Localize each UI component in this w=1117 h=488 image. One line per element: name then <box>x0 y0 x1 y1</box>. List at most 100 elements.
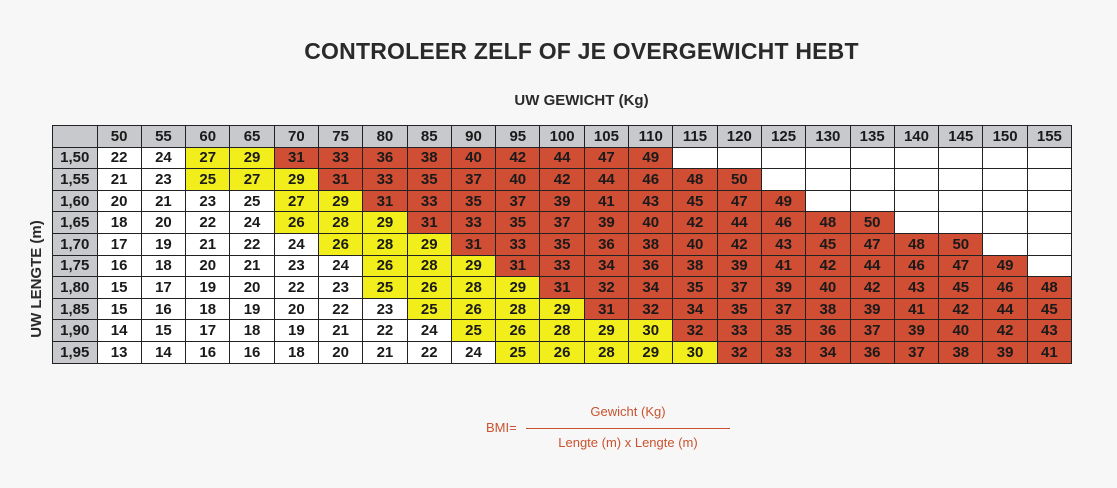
bmi-cell: 31 <box>583 297 630 321</box>
bmi-cell: 44 <box>982 297 1028 321</box>
bmi-cell: 38 <box>805 297 851 321</box>
empty-cell <box>982 146 1028 170</box>
weight-header-cell: 75 <box>317 125 364 148</box>
bmi-cell: 36 <box>628 254 674 278</box>
weight-header-cell: 105 <box>583 125 630 148</box>
empty-cell <box>805 189 851 213</box>
bmi-cell: 35 <box>450 189 497 213</box>
bmi-cell: 37 <box>539 211 585 234</box>
bmi-cell: 14 <box>96 319 142 342</box>
bmi-cell: 19 <box>185 276 231 299</box>
bmi-cell: 32 <box>628 297 674 321</box>
height-row-header: 1,50 <box>52 146 98 170</box>
empty-cell <box>716 146 762 170</box>
bmi-cell: 29 <box>495 276 541 299</box>
empty-cell <box>1026 189 1073 213</box>
bmi-cell: 22 <box>273 276 319 299</box>
bmi-cell: 16 <box>185 340 231 364</box>
bmi-cell: 23 <box>362 297 408 321</box>
bmi-cell: 39 <box>982 340 1028 364</box>
weight-header-cell: 95 <box>495 125 541 148</box>
bmi-cell: 26 <box>362 254 408 278</box>
bmi-cell: 41 <box>1026 340 1073 364</box>
table-row: 1,80 15 17 19 20 22 23 25 26 28 29 31 32 34 35 37 39 40 42… <box>52 276 1073 299</box>
bmi-cell: 40 <box>628 211 674 234</box>
bmi-cell: 22 <box>96 146 142 170</box>
bmi-table: 50 55 60 65 70 75 80 85 90 95 100 105 110 115 120 125 13… <box>52 125 1073 364</box>
bmi-cell: 42 <box>805 254 851 278</box>
table-row: 1,55 21 23 25 27 29 31 33 35 37 40 42 44 46 48 50 <box>52 168 1073 191</box>
weight-header-cell: 100 <box>539 125 585 148</box>
bmi-cell: 24 <box>229 211 275 234</box>
bmi-cell: 23 <box>317 276 364 299</box>
bmi-cell: 15 <box>96 297 142 321</box>
formula-fraction-line <box>526 428 730 429</box>
height-row-header: 1,65 <box>52 211 98 234</box>
bmi-cell: 21 <box>317 319 364 342</box>
bmi-cell: 49 <box>628 146 674 170</box>
bmi-cell: 41 <box>583 189 630 213</box>
table-row: 1,70 17 19 21 22 24 26 28 29 31 33 35 36 38 40 42 43 45 47… <box>52 232 1073 256</box>
bmi-cell: 31 <box>495 254 541 278</box>
bmi-cell: 23 <box>273 254 319 278</box>
bmi-cell: 16 <box>229 340 275 364</box>
bmi-cell: 31 <box>450 232 497 256</box>
bmi-cell: 29 <box>317 189 364 213</box>
bmi-cell: 18 <box>273 340 319 364</box>
bmi-cell: 37 <box>495 189 541 213</box>
weight-header-cell: 65 <box>229 125 275 148</box>
bmi-cell: 36 <box>583 232 630 256</box>
bmi-cell: 37 <box>849 319 895 342</box>
bmi-cell: 47 <box>849 232 895 256</box>
bmi-cell: 43 <box>1026 319 1073 342</box>
empty-cell <box>849 146 895 170</box>
empty-cell <box>938 146 984 170</box>
bmi-cell: 35 <box>672 276 718 299</box>
bmi-cell: 47 <box>583 146 630 170</box>
bmi-cell: 22 <box>317 297 364 321</box>
bmi-cell: 40 <box>672 232 718 256</box>
bmi-cell: 18 <box>96 211 142 234</box>
bmi-cell: 29 <box>628 340 674 364</box>
empty-cell <box>982 189 1028 213</box>
bmi-cell: 37 <box>450 168 497 191</box>
empty-cell <box>1026 146 1073 170</box>
bmi-cell: 22 <box>362 319 408 342</box>
bmi-cell: 49 <box>982 254 1028 278</box>
weight-header-cell: 130 <box>805 125 851 148</box>
bmi-cell: 34 <box>628 276 674 299</box>
bmi-cell: 48 <box>1026 276 1073 299</box>
bmi-cell: 50 <box>938 232 984 256</box>
bmi-cell: 20 <box>273 297 319 321</box>
bmi-cell: 44 <box>849 254 895 278</box>
bmi-cell: 19 <box>229 297 275 321</box>
bmi-cell: 20 <box>229 276 275 299</box>
bmi-cell: 50 <box>849 211 895 234</box>
weight-header-cell: 145 <box>938 125 984 148</box>
weight-header-cell: 80 <box>362 125 408 148</box>
bmi-cell: 13 <box>96 340 142 364</box>
bmi-cell: 34 <box>672 297 718 321</box>
height-row-header: 1,70 <box>52 232 98 256</box>
bmi-cell: 38 <box>672 254 718 278</box>
bmi-cell: 48 <box>805 211 851 234</box>
height-row-header: 1,55 <box>52 168 98 191</box>
height-row-header: 1,85 <box>52 297 98 321</box>
empty-cell <box>849 168 895 191</box>
bmi-cell: 28 <box>406 254 452 278</box>
height-row-header: 1,80 <box>52 276 98 299</box>
bmi-cell: 18 <box>140 254 187 278</box>
bmi-cell: 24 <box>273 232 319 256</box>
table-row: 1,65 18 20 22 24 26 28 29 31 33 35 37 39 40 42 44 46 48 50 <box>52 211 1073 234</box>
bmi-cell: 27 <box>273 189 319 213</box>
bmi-cell: 45 <box>805 232 851 256</box>
bmi-cell: 29 <box>273 168 319 191</box>
height-row-header: 1,75 <box>52 254 98 278</box>
bmi-cell: 50 <box>716 168 762 191</box>
bmi-cell: 43 <box>893 276 940 299</box>
bmi-cell: 38 <box>938 340 984 364</box>
bmi-cell: 43 <box>628 189 674 213</box>
bmi-cell: 29 <box>406 232 452 256</box>
bmi-cell: 31 <box>362 189 408 213</box>
bmi-cell: 43 <box>760 232 807 256</box>
